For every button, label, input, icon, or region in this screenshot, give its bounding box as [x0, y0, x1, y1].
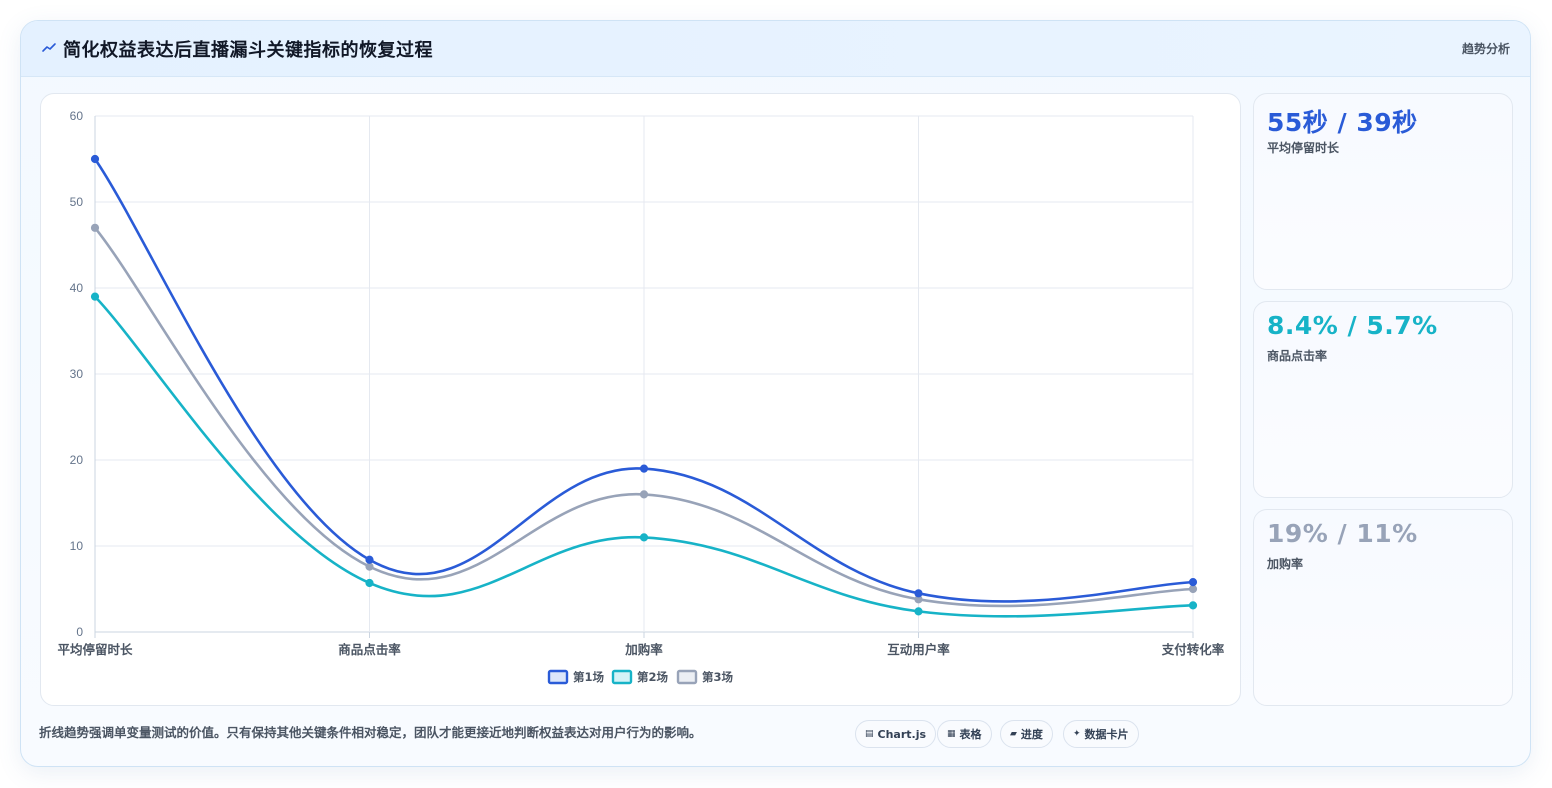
data-point: [1188, 601, 1198, 610]
y-tick-label: 30: [70, 367, 84, 381]
y-tick-label: 50: [70, 195, 84, 209]
data-point: [365, 562, 374, 571]
data-point: [90, 223, 100, 232]
data-point: [639, 464, 649, 473]
stat-value: 55秒 / 39秒: [1267, 108, 1418, 137]
data-point: [914, 607, 923, 616]
legend-swatch: [611, 669, 633, 685]
chip-label: 进度: [1020, 728, 1043, 741]
sparkle-icon: ✦: [1073, 729, 1081, 739]
legend-label: 第2场: [637, 670, 669, 684]
series-line-3: [93, 226, 1195, 608]
stat-card-dwell: 55秒 / 39秒 平均停留时长: [1253, 93, 1513, 290]
trend-icon: [42, 43, 56, 52]
x-tick-label: 加购率: [624, 642, 663, 657]
chip-label: 数据卡片: [1084, 728, 1129, 741]
data-point: [1188, 584, 1198, 594]
data-point: [639, 490, 649, 499]
data-point: [365, 555, 374, 564]
y-tick-label: 40: [70, 281, 84, 295]
chart-icon: ▤: [865, 729, 874, 739]
data-point: [365, 578, 374, 588]
stat-value: 8.4% / 5.7%: [1267, 311, 1438, 340]
card-header: 简化权益表达后直播漏斗关键指标的恢复过程 趋势分析: [21, 21, 1530, 77]
series-line-2: [93, 295, 1195, 618]
data-point: [914, 589, 923, 598]
y-tick-label: 60: [70, 109, 84, 123]
dashboard-card: 简化权益表达后直播漏斗关键指标的恢复过程 趋势分析 0 10 20 30 40 50 60 平…: [20, 20, 1531, 767]
y-tick-label: 10: [70, 539, 84, 553]
chip-data-card[interactable]: ✦ 数据卡片: [1063, 720, 1139, 748]
chip-table[interactable]: ▦ 表格: [937, 720, 992, 748]
x-tick-label: 互动用户率: [887, 642, 950, 657]
chip-label: Chart.js: [877, 727, 927, 741]
y-tick-label: 0: [76, 625, 83, 639]
line-chart: 0 10 20 30 40 50 60 平均停留时长 商品点击率 加购率 互动用户率 支付转化率第1场…: [57, 109, 1225, 685]
legend-swatch: [547, 669, 569, 685]
stat-label: 商品点击率: [1267, 349, 1328, 363]
table-icon: ▦: [947, 729, 956, 739]
stat-label: 加购率: [1267, 557, 1304, 571]
data-point: [639, 533, 649, 542]
legend-label: 第3场: [702, 670, 734, 684]
stat-label: 平均停留时长: [1267, 141, 1340, 155]
chip-chartjs[interactable]: ▤ Chart.js: [855, 720, 937, 748]
stat-card-cart: 19% / 11% 加购率: [1253, 509, 1513, 706]
legend-swatch: [676, 669, 698, 685]
stat-card-click: 8.4% / 5.7% 商品点击率: [1253, 301, 1513, 498]
data-point: [90, 154, 100, 164]
x-tick-label: 商品点击率: [338, 642, 401, 657]
data-point: [90, 292, 100, 301]
chart-panel: 0 10 20 30 40 50 60 平均停留时长 商品点击率 加购率 互动用户率 支付转化率第1场…: [40, 93, 1241, 706]
y-tick-label: 20: [70, 453, 84, 467]
page-title: 简化权益表达后直播漏斗关键指标的恢复过程: [63, 40, 433, 61]
x-tick-label: 支付转化率: [1161, 642, 1225, 657]
analysis-tag: 趋势分析: [1461, 42, 1510, 56]
legend-label: 第1场: [573, 670, 605, 684]
series-line-1: [93, 157, 1195, 603]
data-point: [1188, 578, 1198, 587]
progress-icon: ▰: [1010, 729, 1017, 739]
x-tick-label: 平均停留时长: [57, 642, 133, 657]
chip-label: 表格: [959, 728, 982, 741]
stat-value: 19% / 11%: [1267, 519, 1418, 548]
chip-progress[interactable]: ▰ 进度: [1000, 720, 1053, 748]
footnote: 折线趋势强调单变量测试的价值。只有保持其他关键条件相对稳定，团队才能更接近地判断…: [39, 725, 702, 740]
